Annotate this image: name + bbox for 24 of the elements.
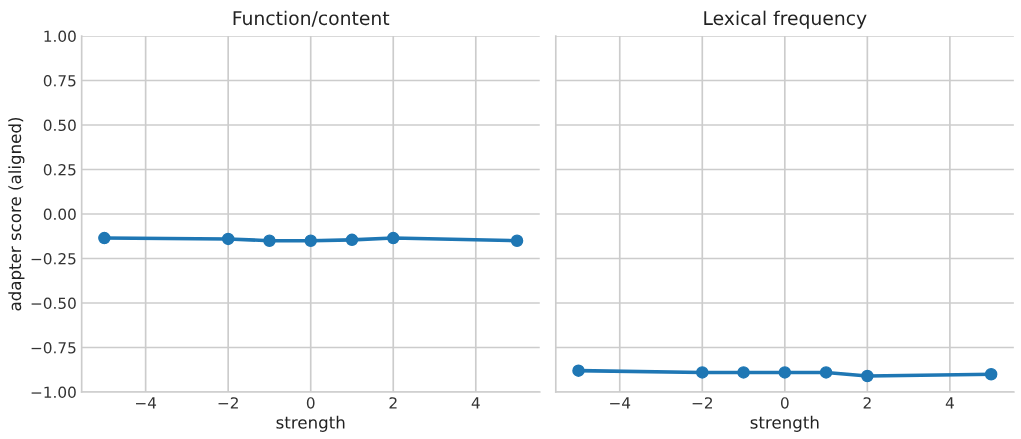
x-tick-label: 2 [389, 397, 397, 409]
x-tick-label: 4 [471, 397, 480, 409]
y-tick-label: −0.25 [31, 252, 76, 265]
chart-title: Function/content [233, 10, 390, 27]
y-tick-label: 1.00 [44, 30, 76, 43]
y-tick-label: 0.25 [43, 163, 76, 176]
x-tick-label: −2 [692, 397, 713, 409]
y-tick-label: −0.75 [31, 341, 76, 354]
x-tick-label: −4 [136, 397, 157, 409]
x-tick-label: −2 [218, 397, 238, 409]
y-tick-label: 0.50 [43, 119, 76, 132]
x-axis-title: strength [750, 415, 819, 432]
x-tick-label: 0 [780, 397, 789, 409]
x-tick-label: 4 [945, 397, 954, 409]
x-tick-label: 2 [863, 397, 871, 409]
y-tick-label: −0.50 [31, 297, 76, 310]
y-axis-title: adapter score (aligned) [8, 117, 25, 311]
y-tick-label: −1.00 [31, 386, 76, 399]
x-tick-label: −4 [610, 397, 631, 409]
x-axis-title: strength [276, 415, 345, 432]
y-tick-label: 0.75 [43, 74, 76, 87]
y-tick-label: 0.00 [43, 208, 76, 221]
x-tick-label: 0 [306, 397, 315, 409]
chart-title: Lexical frequency [704, 10, 867, 29]
